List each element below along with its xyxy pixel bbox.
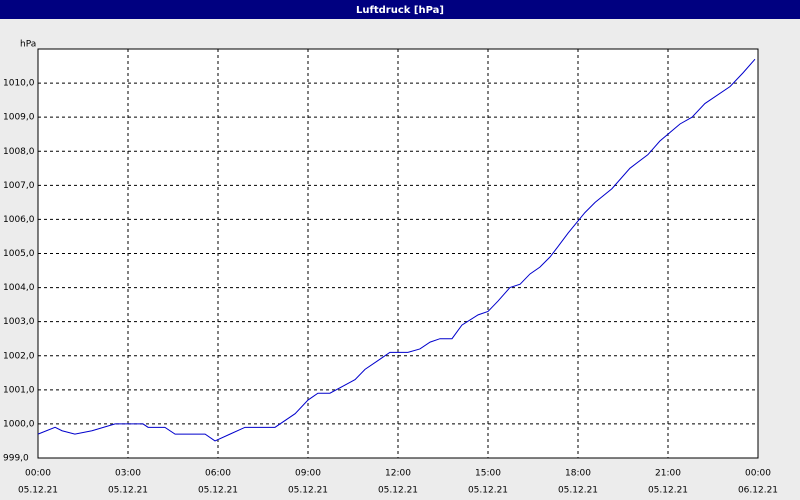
y-axis-label: hPa [20, 40, 36, 50]
y-tick-label: 1010,0 [3, 79, 35, 89]
y-tick-label: 1000,0 [3, 419, 35, 429]
x-tick-label: 18:00 [565, 469, 591, 479]
x-tick-label: 00:00 [25, 469, 51, 479]
x-tick-label: 21:00 [655, 469, 681, 479]
y-tick-label: 1003,0 [3, 317, 35, 327]
x-tick-date: 05.12.21 [198, 486, 238, 496]
data-line [37, 58, 756, 442]
x-tick-date: 05.12.21 [288, 486, 328, 496]
x-tick-label: 06:00 [205, 469, 231, 479]
x-tick-date: 06.12.21 [738, 486, 778, 496]
x-tick-label: 03:00 [115, 469, 141, 479]
x-tick-date: 05.12.21 [558, 486, 598, 496]
y-tick-label: 1009,0 [3, 113, 35, 123]
chart-title: Luftdruck [hPa] [356, 5, 444, 16]
x-tick-date: 05.12.21 [378, 486, 418, 496]
y-tick-label: 1001,0 [3, 385, 35, 395]
y-tick-label: 1008,0 [3, 147, 35, 157]
x-tick-date: 05.12.21 [108, 486, 148, 496]
y-tick-label: 1005,0 [3, 249, 35, 259]
y-tick-label: 1004,0 [3, 283, 35, 293]
x-tick-label: 09:00 [295, 469, 321, 479]
x-tick-date: 05.12.21 [468, 486, 508, 496]
plot-frame [37, 48, 759, 459]
y-tick-label: 1007,0 [3, 181, 35, 191]
x-tick-date: 05.12.21 [18, 486, 58, 496]
title-bar [0, 0, 800, 19]
x-tick-label: 15:00 [475, 469, 501, 479]
y-tick-label: 999,0 [3, 454, 29, 464]
y-tick-label: 1002,0 [3, 351, 35, 361]
x-tick-label: 00:00 [745, 469, 771, 479]
y-tick-label: 1006,0 [3, 215, 35, 225]
x-tick-label: 12:00 [385, 469, 411, 479]
x-tick-date: 05.12.21 [648, 486, 688, 496]
